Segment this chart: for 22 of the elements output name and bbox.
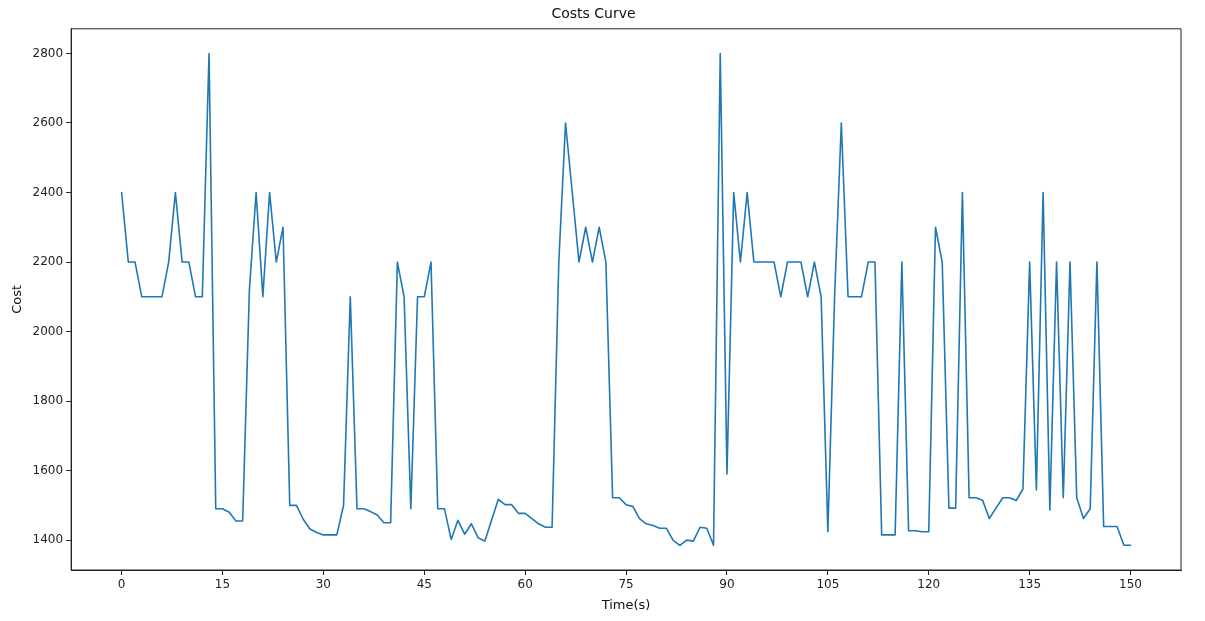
chart-title: Costs Curve: [551, 5, 636, 22]
y-tick-label: 2800: [32, 45, 64, 60]
y-axis-title: Cost: [9, 284, 25, 314]
x-tick-label: 150: [1119, 577, 1142, 592]
x-tick-label: 60: [517, 577, 533, 592]
x-tick-label: 45: [416, 577, 432, 592]
y-tick-label: 2200: [32, 254, 64, 269]
y-tick-label: 2400: [32, 184, 64, 199]
y-tick-label: 1800: [32, 393, 64, 408]
x-tick-label: 0: [117, 577, 126, 592]
y-tick-label: 1600: [32, 462, 64, 477]
y-tick-label: 2000: [32, 323, 64, 338]
x-axis-title: Time(s): [600, 596, 651, 612]
x-tick-label: 105: [816, 577, 840, 592]
x-tick-label: 30: [315, 577, 332, 592]
x-tick-label: 75: [618, 577, 634, 592]
x-tick-label: 135: [1018, 577, 1042, 592]
x-tick-label: 120: [917, 577, 941, 592]
x-tick-label: 90: [719, 577, 735, 592]
y-tick-label: 2600: [32, 115, 64, 130]
y-tick-label: 1400: [32, 532, 64, 547]
x-tick-label: 15: [214, 577, 231, 592]
